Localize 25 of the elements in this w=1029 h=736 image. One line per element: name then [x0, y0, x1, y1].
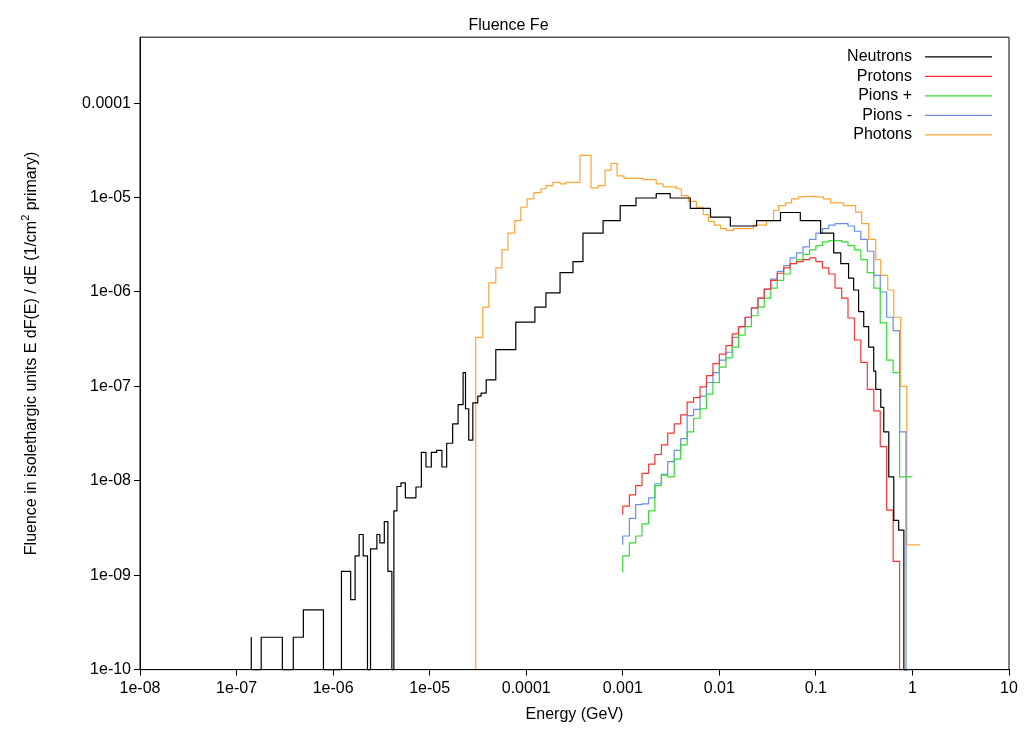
- y-tick-label: 1e-05: [90, 187, 132, 205]
- x-axis-title: Energy (GeV): [525, 704, 624, 722]
- legend-label: Protons: [856, 66, 912, 84]
- chart-title: Fluence Fe: [468, 16, 549, 34]
- x-tick-label: 0.1: [804, 678, 828, 696]
- x-tick-label: 1e-08: [119, 678, 161, 696]
- y-tick-label: 1e-10: [90, 660, 132, 678]
- x-tick-label: 0.001: [602, 678, 643, 696]
- x-tick-label: 1e-07: [216, 678, 258, 696]
- legend-label: Pions -: [862, 105, 912, 123]
- legend-label: Photons: [853, 125, 912, 143]
- legend-label: Pions +: [858, 86, 912, 104]
- y-axis-title: Fluence in isolethargic units E dF(E) / dE (1/cm2 primary): [18, 151, 40, 556]
- legend-label: Neutrons: [847, 47, 912, 65]
- x-tick-label: 10: [1000, 678, 1018, 696]
- y-tick-label: 1e-09: [90, 565, 132, 583]
- x-tick-label: 1e-05: [409, 678, 451, 696]
- y-tick-label: 0.0001: [82, 93, 132, 111]
- x-tick-label: 0.01: [703, 678, 736, 696]
- y-tick-label: 1e-06: [90, 282, 132, 300]
- x-tick-label: 1e-06: [312, 678, 354, 696]
- y-tick-label: 1e-07: [90, 376, 132, 394]
- x-tick-label: 1: [907, 678, 917, 696]
- x-tick-label: 0.0001: [501, 678, 551, 696]
- y-tick-label: 1e-08: [90, 471, 132, 489]
